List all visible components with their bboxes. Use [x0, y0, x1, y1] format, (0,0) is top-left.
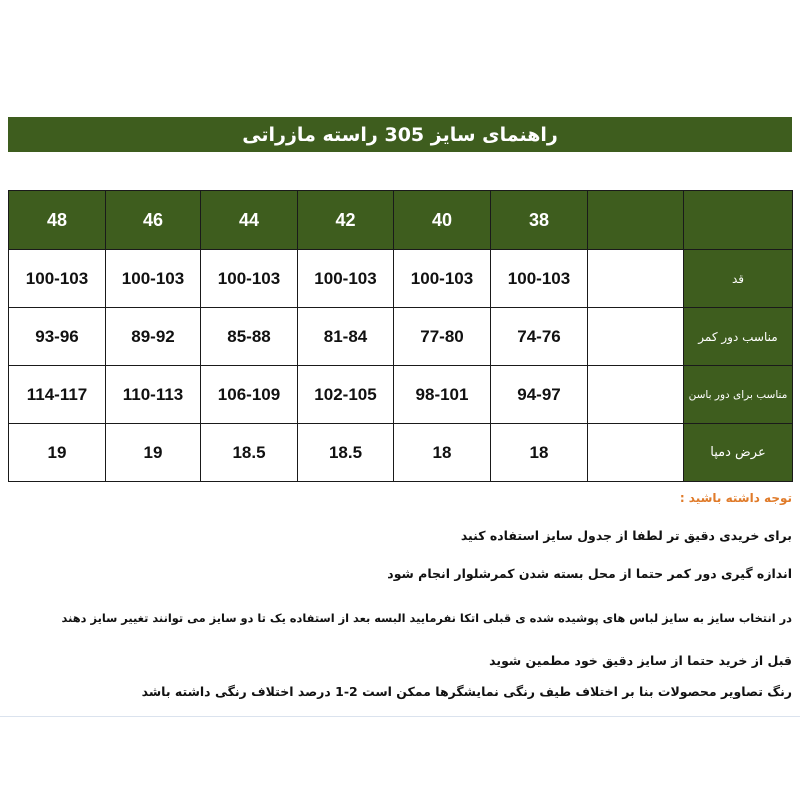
table-cell: 100-103	[393, 249, 491, 308]
table-cell: 110-113	[105, 365, 201, 424]
note-line: اندازه گیری دور کمر حتما از محل بسته شدن…	[387, 566, 792, 581]
empty-cell	[587, 423, 684, 482]
row-label: قد	[683, 249, 793, 308]
empty-cell	[587, 365, 684, 424]
size-header: 46	[105, 190, 201, 250]
note-line: برای خریدی دقیق تر لطفا از جدول سایز است…	[460, 528, 792, 543]
table-cell: 81-84	[297, 307, 394, 366]
note-line: قبل از خرید حتما از سایز دقیق خود مطمین …	[489, 653, 792, 668]
table-cell: 18	[393, 423, 491, 482]
row-label: عرض دمپا	[683, 423, 793, 482]
divider	[0, 716, 800, 717]
table-cell: 89-92	[105, 307, 201, 366]
table-cell: 18	[490, 423, 588, 482]
table-cell: 18.5	[200, 423, 298, 482]
note-line: رنگ تصاویر محصولات بنا بر اختلاف طیف رنگ…	[141, 684, 792, 699]
table-cell: 102-105	[297, 365, 394, 424]
table-cell: 74-76	[490, 307, 588, 366]
table-row: مناسب برای دور باسن 94-97 98-101 102-105…	[8, 365, 793, 424]
header-corner	[683, 190, 793, 250]
table-row: مناسب دور کمر 74-76 77-80 81-84 85-88 89…	[8, 307, 793, 366]
size-table: 38 40 42 44 46 48 قد 100-103 100-103 100…	[8, 190, 793, 482]
note-line: در انتخاب سایز به سایز لباس های پوشیده ش…	[61, 611, 792, 625]
table-cell: 100-103	[297, 249, 394, 308]
empty-cell	[587, 307, 684, 366]
table-cell: 94-97	[490, 365, 588, 424]
row-label: مناسب دور کمر	[683, 307, 793, 366]
table-row: عرض دمپا 18 18 18.5 18.5 19 19	[8, 423, 793, 482]
empty-cell	[587, 249, 684, 308]
table-cell: 100-103	[200, 249, 298, 308]
table-cell: 18.5	[297, 423, 394, 482]
size-header: 38	[490, 190, 588, 250]
table-cell: 19	[105, 423, 201, 482]
notes-heading: توجه داشته باشید :	[679, 491, 792, 505]
size-header: 42	[297, 190, 394, 250]
table-cell: 19	[8, 423, 106, 482]
table-cell: 114-117	[8, 365, 106, 424]
table-cell: 100-103	[8, 249, 106, 308]
table-row: قد 100-103 100-103 100-103 100-103 100-1…	[8, 249, 793, 308]
table-cell: 85-88	[200, 307, 298, 366]
size-header-row: 38 40 42 44 46 48	[8, 190, 793, 250]
size-header: 44	[200, 190, 298, 250]
header-empty	[587, 190, 684, 250]
row-label: مناسب برای دور باسن	[683, 365, 793, 424]
table-cell: 100-103	[490, 249, 588, 308]
table-cell: 106-109	[200, 365, 298, 424]
size-header: 40	[393, 190, 491, 250]
table-cell: 77-80	[393, 307, 491, 366]
size-header: 48	[8, 190, 106, 250]
table-cell: 93-96	[8, 307, 106, 366]
page-title: راهنمای سایز 305 راسته مازراتی	[8, 117, 792, 152]
table-cell: 98-101	[393, 365, 491, 424]
table-cell: 100-103	[105, 249, 201, 308]
